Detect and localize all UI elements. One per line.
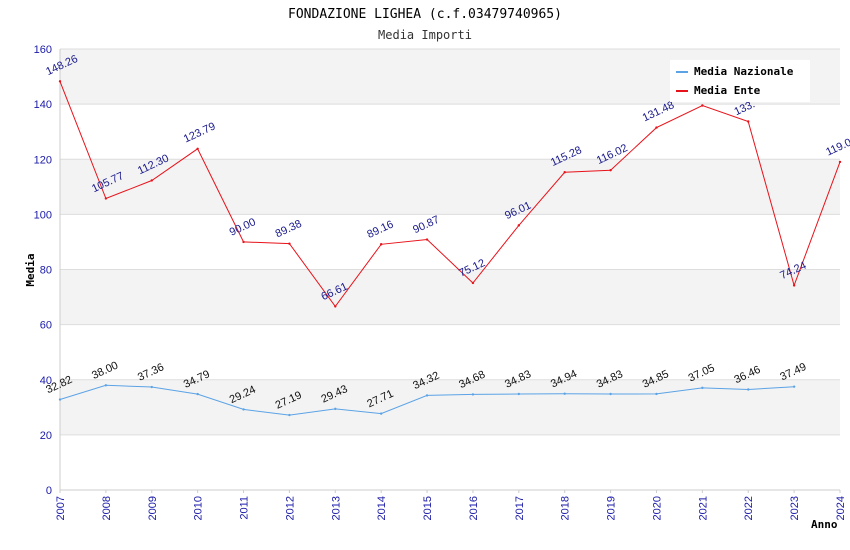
x-tick-label: 2016 <box>468 496 480 520</box>
x-tick-label: 2023 <box>789 496 801 520</box>
data-point-media-ente <box>655 126 658 129</box>
data-point-media-nazionale <box>425 394 429 397</box>
y-axis-label: Media <box>24 253 37 286</box>
data-point-media-ente <box>242 240 245 244</box>
y-tick-label: 80 <box>40 265 52 277</box>
legend-box <box>670 60 810 102</box>
data-point-media-nazionale <box>701 386 704 390</box>
data-point-media-ente <box>747 120 750 123</box>
x-axis-label: Anno <box>811 518 838 531</box>
x-tick-label: 2011 <box>239 496 251 520</box>
data-point-media-ente <box>838 160 842 164</box>
x-tick-label: 2019 <box>606 496 618 520</box>
plot-band <box>60 159 840 215</box>
data-point-media-nazionale <box>792 385 796 388</box>
plot-band <box>60 104 840 160</box>
data-point-media-nazionale <box>471 393 475 396</box>
x-tick-label: 2012 <box>284 496 296 520</box>
x-tick-label: 2013 <box>330 496 342 520</box>
x-tick-label: 2021 <box>697 496 709 520</box>
x-tick-label: 2007 <box>55 496 67 520</box>
y-tick-label: 140 <box>34 99 52 111</box>
x-tick-label: 2010 <box>193 496 205 520</box>
plot-band <box>60 434 840 490</box>
plot-band <box>60 324 840 380</box>
data-point-media-nazionale <box>563 392 566 395</box>
data-point-media-ente <box>196 147 199 151</box>
data-point-media-ente <box>609 169 612 172</box>
data-point-media-ente <box>425 238 429 241</box>
plot-band <box>60 379 840 435</box>
data-point-media-nazionale <box>334 407 337 411</box>
data-point-media-ente <box>150 179 153 182</box>
data-point-media-ente <box>701 104 704 107</box>
x-tick-label: 2008 <box>101 496 113 520</box>
data-point-media-nazionale <box>104 384 108 387</box>
chart-subtitle: Media Importi <box>378 28 472 42</box>
data-point-media-nazionale <box>288 413 291 417</box>
y-tick-label: 60 <box>40 320 52 332</box>
data-point-media-ente <box>334 305 337 308</box>
data-point-media-nazionale <box>379 412 383 415</box>
data-point-media-ente <box>104 197 108 200</box>
x-tick-labels: 2007 2008 2009 2010 2011 2012 2013 2014 2015 2016… <box>55 490 847 520</box>
y-tick-label: 0 <box>46 485 52 497</box>
data-point-media-ente <box>517 224 521 227</box>
x-tick-label: 2015 <box>422 496 434 520</box>
x-tick-label: 2017 <box>514 496 526 520</box>
data-point-media-ente <box>379 243 383 246</box>
series-lines <box>58 80 842 417</box>
x-tick-label: 2022 <box>743 496 755 520</box>
x-tick-label: 2024 <box>835 496 847 520</box>
data-point-media-nazionale <box>196 392 199 396</box>
x-tick-label: 2020 <box>651 496 663 520</box>
legend-label-media-nazionale: Media Nazionale <box>694 65 794 78</box>
y-tick-labels: 0 20 40 60 80 100 120 140 160 <box>34 44 52 497</box>
series-line-media-ente <box>59 81 841 308</box>
plot-bands <box>60 49 840 490</box>
legend-label-media-ente: Media Ente <box>694 84 761 97</box>
chart-title: FONDAZIONE LIGHEA (c.f.03479740965) <box>288 7 562 22</box>
data-point-media-nazionale <box>609 392 612 396</box>
data-point-media-nazionale <box>242 408 245 411</box>
data-point-media-nazionale <box>655 392 658 396</box>
legend: Media Nazionale Media Ente <box>670 60 810 102</box>
x-tick-label: 2014 <box>376 496 388 520</box>
y-tick-label: 20 <box>40 430 52 442</box>
data-point-media-ente <box>792 284 796 287</box>
x-tick-label: 2018 <box>560 496 572 520</box>
data-point-media-ente <box>58 80 62 83</box>
data-point-media-nazionale <box>150 385 153 389</box>
data-point-media-nazionale <box>58 398 62 401</box>
plot-band <box>60 214 840 270</box>
data-point-media-ente <box>288 242 291 245</box>
plot-band <box>60 269 840 325</box>
y-tick-label: 40 <box>40 375 52 387</box>
y-tick-label: 100 <box>34 209 52 221</box>
data-point-media-ente <box>471 281 475 285</box>
y-tick-label: 160 <box>34 44 52 56</box>
data-point-media-ente <box>563 171 566 174</box>
x-tick-label: 2009 <box>147 496 159 520</box>
data-point-media-nazionale <box>517 392 521 396</box>
axes <box>59 49 840 491</box>
data-point-media-nazionale <box>747 388 750 391</box>
y-tick-label: 120 <box>34 154 52 166</box>
